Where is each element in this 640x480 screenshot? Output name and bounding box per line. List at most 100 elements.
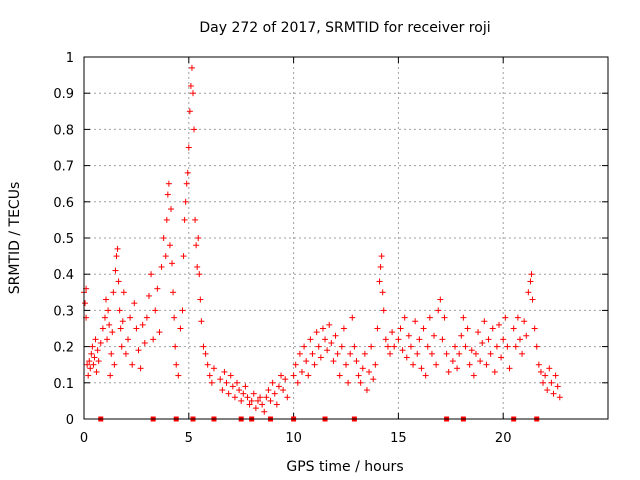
data-point	[129, 361, 136, 368]
data-point	[338, 343, 345, 350]
data-point	[370, 376, 377, 383]
data-point	[548, 379, 555, 386]
data-point	[187, 82, 194, 89]
data-point	[195, 235, 202, 241]
data-point	[95, 358, 102, 365]
data-point	[506, 365, 513, 372]
data-point	[113, 253, 120, 260]
data-point	[315, 343, 322, 350]
data-point	[242, 383, 249, 390]
data-point	[481, 318, 488, 325]
data-point	[163, 216, 170, 223]
data-point	[529, 296, 536, 303]
data-point	[263, 394, 270, 401]
data-point	[414, 350, 421, 357]
data-point	[380, 307, 387, 314]
data-point	[305, 372, 312, 379]
x-tick-labels: 0 5 10 15 20	[80, 431, 512, 446]
data-point	[379, 289, 386, 296]
data-point	[294, 379, 301, 386]
data-point	[349, 314, 356, 321]
data-point	[169, 260, 176, 267]
data-point	[91, 354, 98, 361]
data-point	[192, 216, 199, 223]
data-point	[284, 394, 291, 401]
data-point	[309, 350, 316, 357]
data-point	[363, 387, 370, 394]
data-point	[324, 347, 331, 354]
data-point	[217, 376, 224, 383]
data-point	[265, 387, 272, 394]
data-point	[500, 336, 507, 343]
data-point	[101, 314, 108, 321]
data-point	[165, 180, 172, 187]
data-point	[357, 379, 364, 386]
y-tick-label: 0.5	[53, 232, 74, 247]
data-point	[340, 325, 347, 332]
data-point	[89, 343, 96, 350]
data-point	[259, 401, 266, 408]
data-point	[313, 329, 320, 336]
data-point	[410, 361, 417, 368]
data-point	[108, 350, 115, 357]
data-point	[164, 191, 171, 198]
data-point	[489, 325, 496, 332]
data-point	[468, 347, 475, 354]
data-point	[125, 336, 132, 343]
y-tick-label: 0.2	[53, 341, 74, 356]
data-point	[521, 318, 528, 325]
data-point	[366, 368, 373, 375]
data-point	[336, 372, 343, 379]
data-point	[179, 307, 186, 314]
data-point	[437, 296, 444, 303]
data-point	[143, 314, 150, 321]
data-point	[234, 379, 241, 386]
data-point	[405, 332, 412, 339]
data-point	[535, 361, 542, 368]
data-point	[307, 336, 314, 343]
data-point	[112, 267, 119, 274]
data-point	[109, 329, 116, 336]
data-point	[391, 343, 398, 350]
data-point	[111, 361, 118, 368]
data-point	[166, 242, 173, 249]
data-point	[439, 336, 446, 343]
data-point	[170, 289, 177, 296]
x-tick-label: 20	[495, 431, 512, 446]
plot-frame	[83, 56, 609, 420]
data-point	[189, 90, 196, 97]
data-point	[424, 343, 431, 350]
data-point	[238, 397, 245, 404]
data-point	[181, 216, 188, 223]
data-point	[378, 253, 385, 260]
data-point	[372, 361, 379, 368]
data-point	[525, 289, 532, 296]
data-point	[326, 321, 333, 328]
data-point	[328, 339, 335, 346]
data-point	[180, 253, 187, 260]
data-point	[206, 372, 213, 379]
data-point	[162, 253, 169, 260]
data-point	[271, 390, 278, 397]
data-point	[472, 350, 479, 357]
data-point	[454, 365, 461, 372]
data-point	[110, 289, 117, 296]
data-point	[531, 325, 538, 332]
data-point	[145, 292, 152, 299]
data-point	[85, 372, 92, 379]
chart-title: Day 272 of 2017, SRMTID for receiver roj…	[199, 20, 490, 36]
data-point	[191, 126, 198, 133]
data-point	[156, 329, 163, 336]
data-point	[225, 390, 232, 397]
data-point	[456, 350, 463, 357]
data-point	[540, 379, 547, 386]
data-point	[194, 263, 201, 270]
data-point	[229, 383, 236, 390]
data-point	[303, 358, 310, 365]
data-point	[416, 336, 423, 343]
y-tick-label: 0.6	[53, 196, 74, 211]
data-point	[451, 343, 458, 350]
data-point	[227, 372, 234, 379]
data-point	[502, 314, 509, 321]
